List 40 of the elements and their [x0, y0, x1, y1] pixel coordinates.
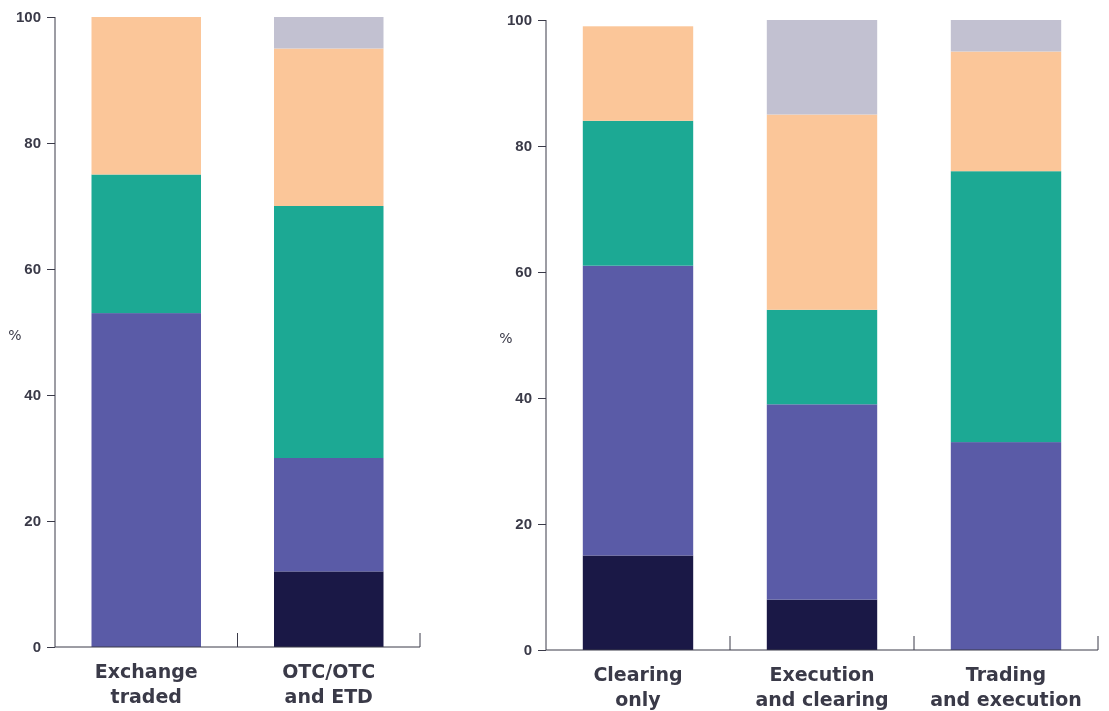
- y-tick-label: 40: [515, 389, 532, 407]
- bar: [582, 120, 694, 266]
- bar: [766, 309, 878, 405]
- x-tick-label: Clearing only: [593, 663, 683, 710]
- bar: [582, 265, 694, 556]
- bar: [950, 20, 1062, 52]
- y-tick-label: 60: [515, 263, 532, 281]
- x-tick-label: Exchange traded: [94, 660, 198, 707]
- x-tick-label: Trading and execution: [930, 663, 1082, 710]
- bar: [91, 174, 201, 314]
- bar: [766, 20, 878, 115]
- bar: [766, 114, 878, 310]
- bar: [766, 404, 878, 600]
- y-tick-label: 0: [32, 638, 41, 656]
- bar: [950, 51, 1062, 172]
- bar: [274, 458, 384, 572]
- y-tick-label: 100: [506, 11, 532, 29]
- y-tick-label: 20: [24, 512, 41, 530]
- bar: [91, 17, 201, 175]
- y-tick-label: 40: [24, 386, 41, 404]
- y-tick-label: 100: [15, 8, 41, 26]
- x-tick-label: OTC/OTC and ETD: [282, 660, 376, 707]
- bar: [582, 26, 694, 121]
- y-tick-label: 0: [523, 641, 532, 659]
- bar: [274, 17, 384, 49]
- bar: [274, 571, 384, 647]
- x-tick-label: Execution and clearing: [755, 663, 889, 710]
- y-tick-label: 60: [24, 260, 41, 278]
- bar: [766, 599, 878, 650]
- bar: [91, 313, 201, 647]
- y-axis-title: %: [8, 327, 22, 343]
- bar: [582, 555, 694, 650]
- bar: [950, 171, 1062, 443]
- y-tick-label: 80: [515, 137, 532, 155]
- bar: [950, 442, 1062, 650]
- bar: [274, 206, 384, 458]
- y-axis-title: %: [499, 330, 513, 346]
- bar: [274, 48, 384, 206]
- y-tick-label: 80: [24, 134, 41, 152]
- y-tick-label: 20: [515, 515, 532, 533]
